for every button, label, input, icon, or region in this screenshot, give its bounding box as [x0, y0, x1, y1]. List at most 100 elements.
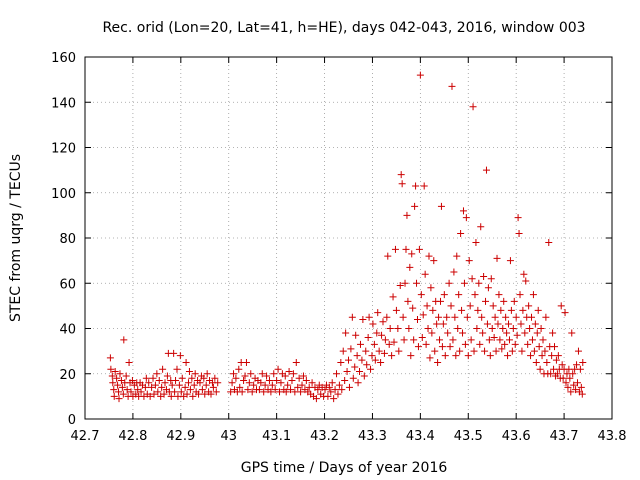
data-point: [341, 377, 349, 385]
data-point: [574, 379, 582, 387]
data-point: [235, 365, 243, 373]
data-point: [167, 392, 175, 400]
data-point: [529, 291, 537, 299]
data-point: [410, 336, 418, 344]
data-point: [440, 291, 448, 299]
y-tick-label: 0: [68, 413, 76, 428]
data-point: [514, 214, 522, 222]
data-point: [417, 291, 425, 299]
data-point: [487, 275, 495, 283]
data-point: [488, 325, 496, 332]
data-point: [579, 358, 587, 366]
data-point: [353, 352, 361, 360]
data-point: [331, 386, 339, 394]
data-point: [551, 343, 559, 351]
data-point: [268, 381, 276, 389]
data-point: [189, 392, 197, 400]
data-point: [176, 352, 184, 360]
data-point: [542, 313, 550, 321]
data-point: [190, 381, 198, 389]
data-point: [482, 297, 490, 305]
data-point: [436, 297, 444, 305]
data-point: [116, 370, 124, 378]
data-point: [402, 245, 410, 253]
data-point: [567, 388, 575, 396]
data-point: [230, 370, 238, 378]
data-point: [433, 320, 441, 328]
data-point: [562, 379, 570, 387]
data-point: [335, 381, 343, 389]
data-point: [171, 388, 179, 396]
y-tick-label: 20: [59, 368, 76, 383]
data-point: [420, 182, 428, 190]
data-point: [477, 223, 485, 231]
axis-ticks: [84, 56, 613, 420]
data-point: [391, 245, 399, 253]
data-point: [285, 367, 293, 375]
data-point: [198, 386, 206, 394]
data-point: [389, 293, 397, 301]
data-point: [480, 272, 488, 280]
data-point: [148, 383, 156, 391]
data-point: [528, 313, 536, 321]
data-point: [489, 302, 497, 310]
data-point: [561, 309, 569, 317]
y-tick-label: 60: [59, 277, 76, 292]
data-point: [375, 347, 383, 355]
data-point: [474, 306, 482, 314]
data-point: [429, 306, 437, 314]
data-point: [365, 313, 373, 321]
data-point: [557, 302, 565, 310]
data-point: [473, 325, 481, 332]
data-point: [146, 392, 154, 400]
x-axis-label: GPS time / Days of year 2016: [241, 460, 448, 476]
data-point: [211, 374, 219, 382]
data-point: [426, 354, 434, 362]
data-point: [513, 331, 521, 339]
data-point: [416, 71, 424, 79]
data-point: [428, 329, 436, 337]
data-point: [161, 379, 169, 387]
data-point: [373, 329, 381, 337]
data-point: [334, 390, 342, 398]
data-point: [491, 313, 499, 321]
y-tick-label: 100: [51, 187, 76, 202]
data-point: [364, 334, 372, 342]
data-point: [128, 377, 136, 385]
data-point: [415, 245, 423, 253]
data-point: [273, 377, 281, 385]
data-point: [245, 379, 253, 387]
data-point: [412, 182, 420, 190]
data-point: [188, 374, 196, 382]
data-point: [186, 386, 194, 394]
data-point: [347, 345, 355, 353]
data-point: [369, 320, 377, 328]
y-tick-label: 80: [59, 232, 76, 247]
data-point: [548, 352, 556, 360]
data-point: [170, 349, 178, 357]
data-point: [298, 381, 306, 389]
data-point: [173, 365, 181, 373]
data-point: [455, 291, 463, 299]
data-point: [554, 352, 562, 360]
data-point: [460, 279, 468, 287]
data-point: [299, 372, 307, 380]
data-points: [106, 71, 587, 403]
data-point: [437, 202, 445, 210]
data-point: [212, 388, 220, 396]
data-point: [123, 386, 131, 394]
data-point: [413, 315, 421, 323]
data-point: [110, 386, 118, 394]
data-point: [503, 329, 511, 337]
data-point: [414, 343, 422, 351]
data-point: [325, 383, 333, 391]
x-tick-label: 43: [220, 429, 237, 444]
data-point: [464, 352, 472, 360]
data-point: [238, 388, 246, 396]
data-point: [358, 356, 366, 364]
data-point: [284, 381, 292, 389]
data-point: [250, 381, 258, 389]
data-point: [155, 377, 163, 385]
data-point: [522, 277, 530, 285]
data-point: [359, 315, 367, 323]
